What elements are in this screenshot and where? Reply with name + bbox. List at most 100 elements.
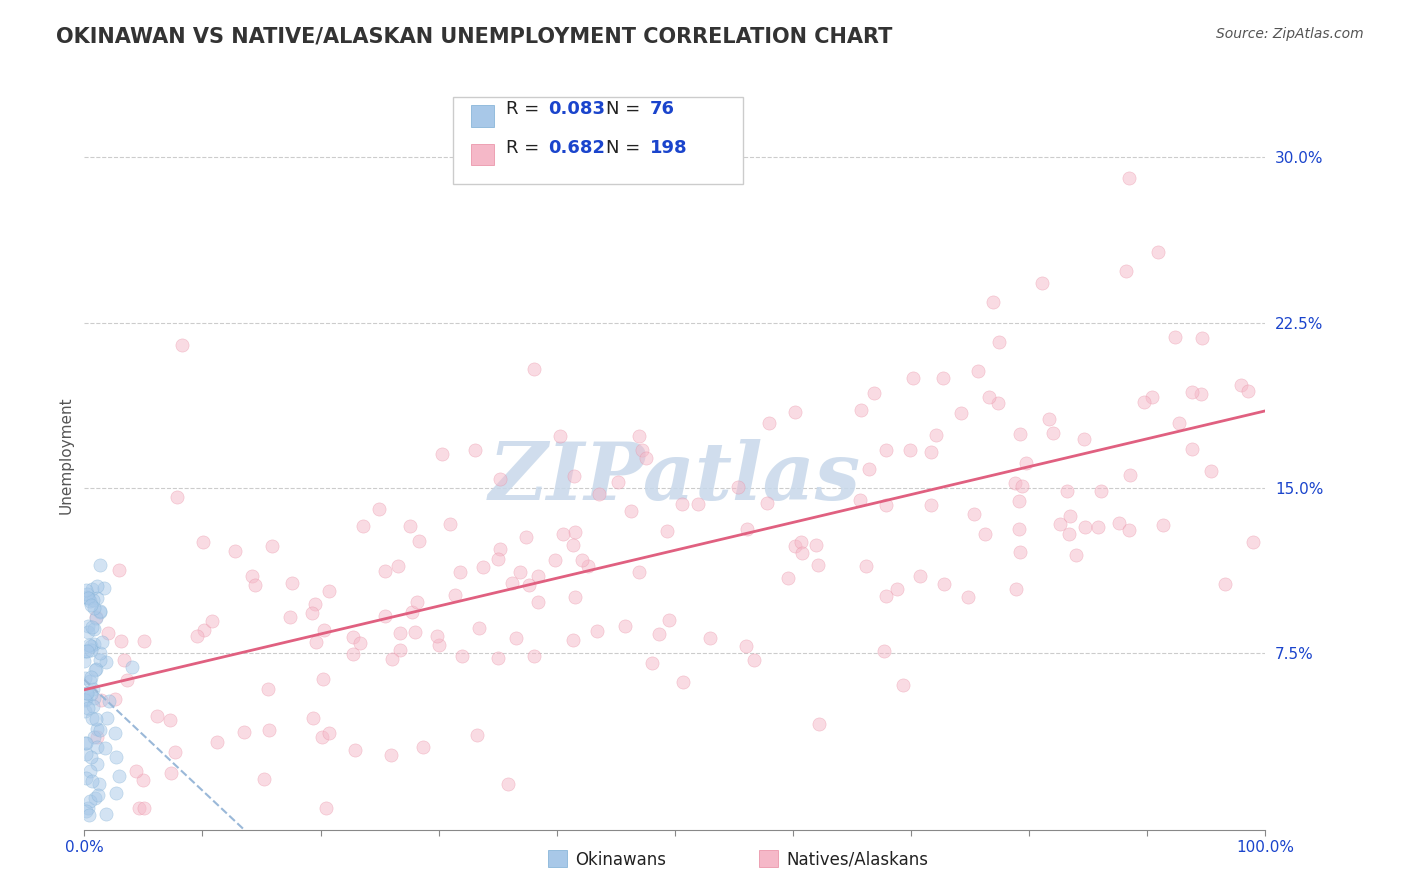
Point bbox=[342, 647, 364, 661]
Point bbox=[924, 428, 946, 442]
Point bbox=[1119, 468, 1142, 483]
Point bbox=[551, 526, 574, 541]
Point bbox=[259, 723, 281, 738]
Point bbox=[526, 569, 548, 583]
Point bbox=[1042, 425, 1064, 440]
Point bbox=[104, 750, 127, 764]
Point bbox=[77, 638, 100, 652]
Point bbox=[82, 773, 104, 788]
Point bbox=[426, 629, 449, 643]
FancyBboxPatch shape bbox=[471, 105, 494, 127]
Point bbox=[467, 728, 489, 742]
Point bbox=[73, 671, 96, 685]
Point bbox=[77, 591, 100, 606]
Point bbox=[655, 524, 678, 538]
Point bbox=[1008, 545, 1031, 559]
Point bbox=[1011, 479, 1033, 493]
Point bbox=[86, 579, 108, 593]
Point bbox=[89, 558, 111, 573]
Point bbox=[804, 538, 827, 552]
Text: 0.083: 0.083 bbox=[548, 101, 606, 119]
Point bbox=[875, 499, 897, 513]
Point bbox=[80, 750, 103, 764]
Point bbox=[76, 625, 98, 640]
Point bbox=[501, 575, 523, 590]
FancyBboxPatch shape bbox=[453, 96, 744, 184]
Point bbox=[1163, 330, 1185, 344]
Point bbox=[163, 745, 186, 759]
Point bbox=[509, 565, 531, 579]
Point bbox=[489, 472, 512, 486]
Point bbox=[86, 731, 108, 745]
Point bbox=[388, 626, 411, 640]
Point bbox=[1008, 494, 1031, 508]
Point bbox=[82, 593, 104, 607]
Point bbox=[981, 294, 1004, 309]
Point bbox=[84, 712, 107, 726]
Point bbox=[974, 526, 997, 541]
Point bbox=[73, 704, 96, 718]
Point bbox=[412, 740, 434, 755]
Point bbox=[232, 725, 254, 739]
Point bbox=[405, 594, 427, 608]
Point bbox=[94, 806, 117, 821]
Point bbox=[1230, 378, 1253, 392]
Point bbox=[84, 664, 107, 678]
Point bbox=[737, 522, 759, 536]
Point bbox=[505, 631, 527, 645]
Point bbox=[77, 801, 100, 815]
Point bbox=[90, 693, 112, 707]
Point bbox=[89, 605, 111, 619]
Point bbox=[318, 583, 340, 598]
Point bbox=[82, 620, 104, 634]
Point bbox=[75, 693, 97, 707]
Point bbox=[315, 800, 337, 814]
Point bbox=[112, 653, 135, 667]
Point bbox=[1189, 387, 1212, 401]
Point bbox=[1108, 516, 1130, 530]
Point bbox=[89, 723, 111, 738]
Point bbox=[468, 621, 491, 635]
Point bbox=[641, 656, 664, 670]
Text: Source: ZipAtlas.com: Source: ZipAtlas.com bbox=[1216, 27, 1364, 41]
Point bbox=[875, 590, 897, 604]
Y-axis label: Unemployment: Unemployment bbox=[58, 396, 73, 514]
Point bbox=[82, 682, 104, 697]
Text: N =: N = bbox=[606, 101, 647, 119]
Point bbox=[1181, 442, 1204, 457]
Point bbox=[84, 662, 107, 676]
Point bbox=[1038, 411, 1060, 425]
Point bbox=[1199, 465, 1222, 479]
Point bbox=[104, 692, 127, 706]
Point bbox=[75, 736, 97, 750]
Point bbox=[1004, 475, 1026, 490]
Point bbox=[121, 659, 143, 673]
Point bbox=[1015, 456, 1038, 470]
Text: Natives/Alaskans: Natives/Alaskans bbox=[786, 851, 928, 869]
Point bbox=[83, 601, 105, 615]
Point bbox=[1118, 170, 1140, 185]
Point bbox=[79, 594, 101, 608]
Point bbox=[301, 606, 323, 620]
Point bbox=[1142, 390, 1164, 404]
Point bbox=[73, 644, 96, 658]
Point bbox=[352, 518, 374, 533]
Point bbox=[80, 687, 103, 701]
Point bbox=[872, 644, 894, 658]
Point bbox=[742, 653, 765, 667]
Point bbox=[76, 686, 98, 700]
Point bbox=[404, 625, 426, 640]
Point bbox=[544, 553, 567, 567]
Point bbox=[1073, 432, 1095, 446]
Point bbox=[301, 711, 323, 725]
Point bbox=[858, 461, 880, 475]
Point bbox=[77, 701, 100, 715]
Point bbox=[104, 726, 127, 740]
Point bbox=[387, 559, 409, 574]
Point bbox=[408, 534, 430, 549]
Point bbox=[257, 682, 280, 697]
Point bbox=[808, 717, 831, 731]
Point bbox=[932, 371, 955, 385]
Point bbox=[427, 638, 450, 652]
Point bbox=[631, 443, 654, 458]
